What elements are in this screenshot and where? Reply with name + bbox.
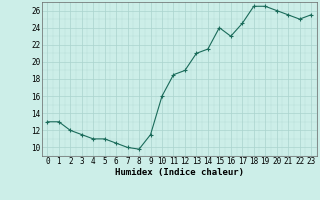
X-axis label: Humidex (Indice chaleur): Humidex (Indice chaleur) — [115, 168, 244, 177]
